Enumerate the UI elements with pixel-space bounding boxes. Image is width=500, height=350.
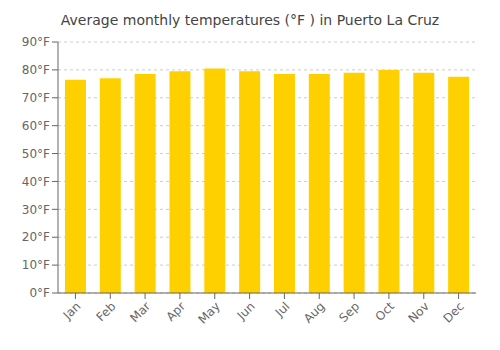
svg-text:60°F: 60°F [22,119,50,133]
html-text:Average monthly temperatures (: Average monthly temperatures (°F ) in Pu… [60,12,440,28]
svg-text:20°F: 20°F [22,230,50,244]
svg-text:Jul: Jul [272,299,293,320]
svg-text:40°F: 40°F [22,175,50,189]
svg-text:Feb: Feb [93,299,118,324]
svg-text:Oct: Oct [372,299,397,324]
svg-text:90°F: 90°F [22,35,50,49]
svg-text:Sep: Sep [336,299,362,325]
svg-text:30°F: 30°F [22,203,50,217]
svg-text:Mar: Mar [127,299,153,325]
svg-text:Jan: Jan [60,299,84,323]
svg-text:Dec: Dec [440,299,466,325]
svg-text:Nov: Nov [405,299,431,325]
svg-text:Jun: Jun [234,299,258,323]
svg-text:Aug: Aug [301,299,327,325]
svg-text:50°F: 50°F [22,147,50,161]
svg-text:70°F: 70°F [22,91,50,105]
svg-text:80°F: 80°F [22,63,50,77]
svg-text:Apr: Apr [163,299,188,324]
svg-text:0°F: 0°F [29,286,50,300]
svg-text:May: May [195,299,222,326]
svg-text:10°F: 10°F [22,258,50,272]
